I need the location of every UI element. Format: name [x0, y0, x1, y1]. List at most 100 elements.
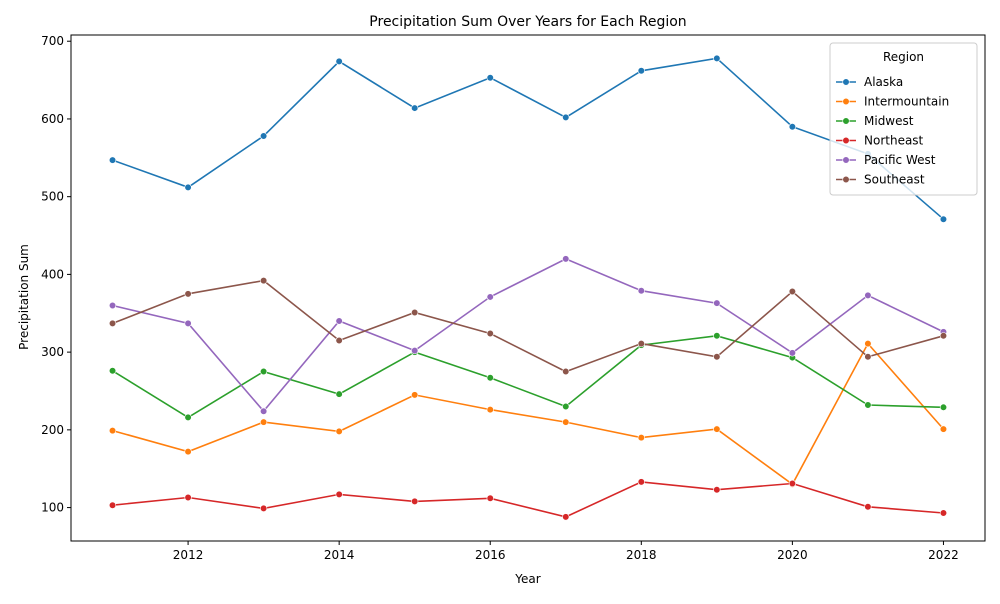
x-tick-label: 2016	[475, 548, 506, 562]
plot-frame	[70, 34, 986, 542]
data-point	[562, 367, 570, 376]
y-tick-label: 600	[41, 112, 64, 126]
data-point	[486, 293, 494, 301]
data-point	[411, 391, 419, 399]
x-axis-label: Year	[514, 572, 540, 586]
data-point	[335, 427, 343, 436]
data-point	[260, 132, 268, 140]
x-tick-label: 2018	[626, 548, 657, 562]
data-point	[788, 123, 796, 131]
data-point	[788, 479, 796, 488]
series-line-alaska	[112, 57, 945, 220]
series-line-intermountain	[112, 342, 945, 486]
data-point	[184, 493, 192, 502]
data-point	[108, 319, 117, 327]
data-point	[939, 332, 948, 340]
data-point	[184, 413, 192, 422]
y-tick-label: 200	[41, 423, 64, 437]
data-point	[562, 513, 570, 521]
x-tick-label: 2012	[173, 548, 204, 562]
data-point	[108, 427, 117, 435]
data-point	[864, 353, 872, 361]
data-point	[562, 255, 570, 263]
data-point	[486, 329, 494, 338]
data-point	[864, 401, 872, 409]
legend-entry-label: Midwest	[864, 114, 914, 128]
data-point	[713, 425, 721, 433]
data-point	[411, 308, 419, 317]
data-point	[939, 403, 948, 411]
data-point	[562, 402, 570, 411]
data-point	[335, 336, 343, 345]
legend-entry-label: Northeast	[864, 134, 924, 148]
data-point	[637, 478, 645, 486]
y-tick-label: 700	[41, 34, 64, 48]
data-point	[939, 425, 948, 433]
data-point	[260, 407, 268, 415]
data-point	[184, 319, 192, 327]
data-point	[411, 497, 419, 505]
data-point	[486, 74, 494, 82]
data-point	[713, 332, 721, 340]
data-point	[939, 509, 948, 517]
data-point	[335, 57, 343, 66]
data-point	[864, 503, 872, 511]
data-point	[335, 390, 343, 398]
data-point	[184, 448, 192, 456]
plot-area: 2012 2014 2016 2018 2020 2022 100 200 300 400 500 6…	[41, 34, 986, 562]
legend-swatch-marker	[842, 136, 850, 145]
data-point	[486, 374, 494, 382]
data-point	[864, 339, 872, 348]
legend-swatch-marker	[842, 97, 850, 106]
data-point	[108, 301, 117, 310]
data-point	[184, 290, 192, 298]
data-point	[335, 490, 343, 498]
y-axis-label: Precipitation Sum	[17, 244, 31, 350]
data-point	[184, 183, 192, 191]
y-tick-label: 100	[41, 501, 64, 515]
legend-swatch-marker	[842, 175, 850, 184]
legend-title: Region	[883, 50, 924, 64]
data-point	[260, 277, 268, 285]
data-point	[713, 486, 721, 494]
data-point	[108, 501, 117, 509]
legend: Region Alaska Intermountain Midwest Northeas…	[829, 42, 978, 196]
data-point	[562, 418, 570, 426]
series-line-northeast	[112, 481, 944, 518]
data-point	[335, 317, 343, 325]
data-point	[562, 113, 570, 121]
data-point	[637, 287, 645, 295]
data-point	[864, 291, 872, 299]
data-point	[411, 104, 419, 112]
data-point	[939, 215, 948, 223]
data-point	[637, 434, 645, 442]
y-tick-label: 400	[41, 267, 64, 281]
series-line-midwest	[112, 334, 944, 419]
series-line-pacific-west	[112, 258, 944, 413]
legend-swatch-marker	[842, 78, 850, 86]
legend-entry-label: Southeast	[864, 173, 925, 187]
y-tick-label: 300	[41, 345, 64, 359]
legend-entry-label: Alaska	[864, 75, 903, 89]
data-point	[260, 418, 268, 426]
legend-entry-label: Pacific West	[864, 153, 936, 167]
chart-title: Precipitation Sum Over Years for Each Re…	[369, 14, 686, 30]
data-point	[486, 406, 494, 414]
data-point	[637, 339, 645, 348]
data-point	[411, 346, 419, 355]
data-point	[108, 156, 117, 164]
data-point	[260, 504, 268, 512]
data-point	[788, 349, 796, 357]
x-tick-label: 2014	[324, 548, 355, 562]
data-point	[637, 67, 645, 75]
data-point	[260, 367, 268, 376]
y-tick-label: 500	[41, 190, 64, 204]
data-point	[788, 287, 796, 296]
legend-swatch-marker	[842, 117, 850, 125]
series-line-southeast	[112, 279, 944, 373]
x-tick-label: 2022	[928, 548, 959, 562]
legend-entry-label: Intermountain	[864, 95, 949, 109]
data-point	[486, 494, 494, 502]
